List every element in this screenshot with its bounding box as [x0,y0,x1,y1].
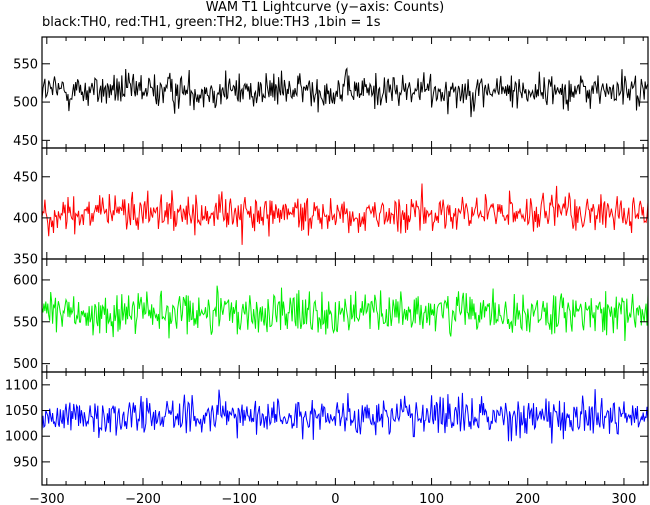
y-tick-label: 1050 [5,404,38,419]
series-th1-line [42,183,648,245]
x-tick-label: 100 [419,492,444,505]
series-th3-line [42,389,648,444]
series-th2-line [42,285,648,342]
series-th0-line [42,67,648,118]
x-tick-label: −200 [125,492,161,505]
x-tick-label: 300 [612,492,637,505]
y-tick-label: 950 [13,455,38,470]
y-tick-label: 450 [13,134,38,149]
y-tick-label: 500 [13,357,38,372]
panel-th3: 950 1000 1050 1100 [5,371,649,486]
x-tick-label: −100 [221,492,257,505]
y-tick-label: 500 [13,96,38,111]
y-tick-label: 550 [13,315,38,330]
x-tick-label: 0 [331,492,339,505]
y-tick-label: 400 [13,211,38,226]
panel-frame [41,36,649,149]
y-tick-label: 450 [13,170,38,185]
y-tick-label: 350 [13,253,38,268]
y-tick-label: 600 [13,273,38,288]
panel-frame [41,258,649,373]
panel-th1: 350 400 450 [13,147,649,268]
panel-frame [41,371,649,486]
y-tick-label: 1000 [5,430,38,445]
panel-th0: 450 500 550 [13,36,649,149]
chart-subtitle: black:TH0, red:TH1, green:TH2, blue:TH3 … [42,15,381,30]
x-tick-label: −300 [29,492,65,505]
panel-th2: 500 550 600 [13,258,649,373]
y-tick-label: 550 [13,57,38,72]
x-tick-label: 200 [515,492,540,505]
chart-title: WAM T1 Lightcurve (y−axis: Counts) [205,0,445,15]
y-tick-label: 1100 [5,378,38,393]
